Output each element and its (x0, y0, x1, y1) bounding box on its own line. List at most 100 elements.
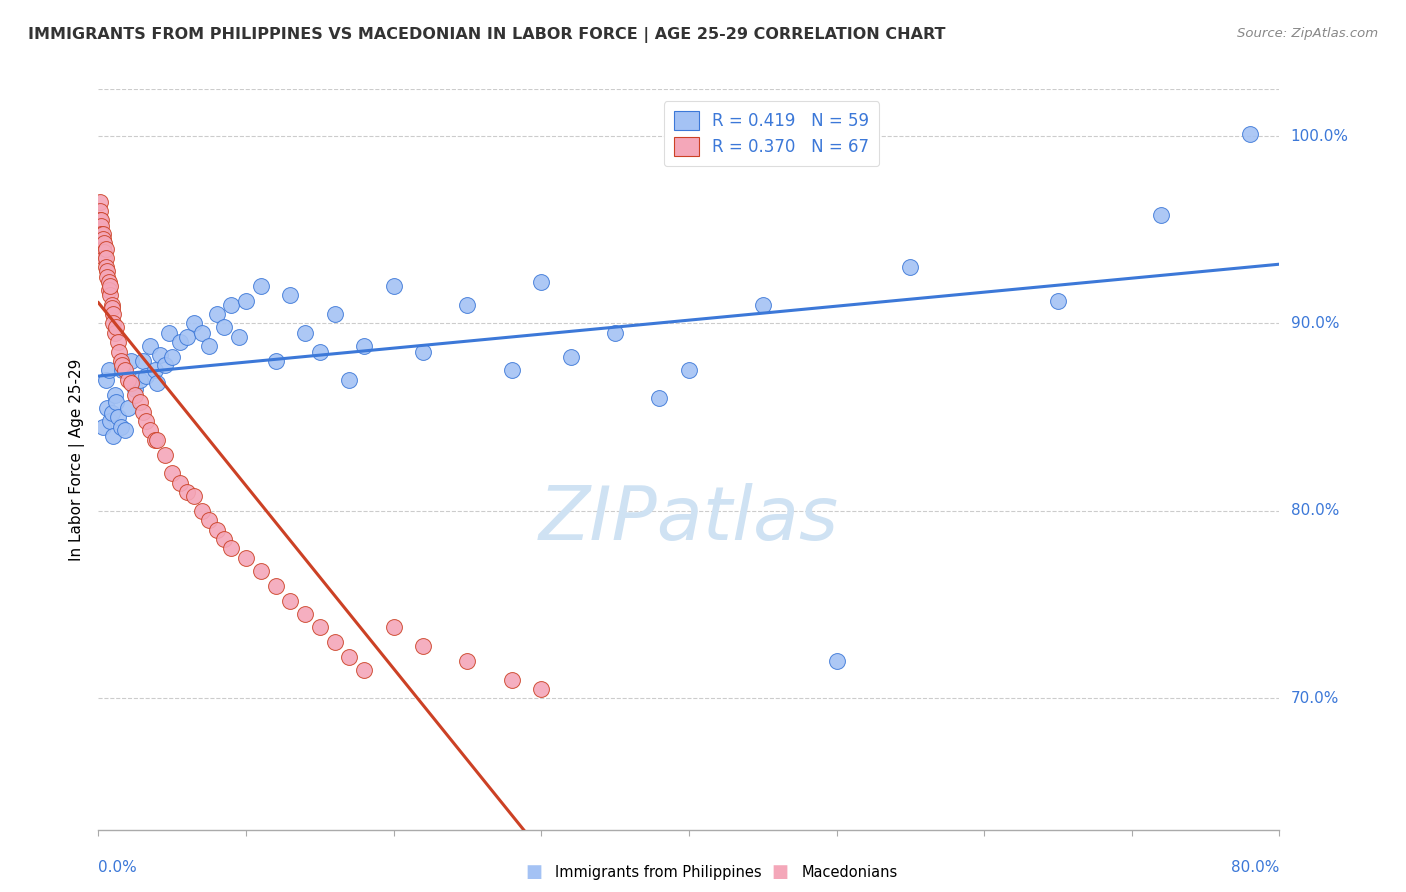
Point (162, 350, 183, 364)
Point (169, 335, 191, 350)
Point (323, 307, 346, 321)
Point (162, 467, 183, 481)
Point (1239, 127, 1261, 141)
Point (97, 363, 120, 377)
Point (412, 344, 434, 359)
Point (128, 373, 150, 387)
Point (752, 298, 775, 312)
Point (97, 283, 120, 297)
Point (176, 485, 198, 500)
Point (1046, 293, 1070, 308)
Point (353, 663, 375, 677)
Point (183, 317, 205, 331)
Text: 80.0%: 80.0% (1232, 860, 1279, 875)
Text: 80.0%: 80.0% (1291, 503, 1339, 518)
Point (120, 376, 142, 391)
Point (124, 388, 146, 402)
Point (124, 382, 146, 396)
Text: 70.0%: 70.0% (1291, 691, 1339, 706)
Point (146, 376, 169, 391)
Point (94, 260, 117, 275)
Point (98, 279, 121, 293)
Point (93, 245, 115, 260)
Point (235, 293, 257, 308)
Point (339, 373, 361, 387)
Point (103, 307, 125, 321)
Point (153, 358, 176, 372)
Point (100, 298, 122, 312)
Point (93, 251, 115, 265)
Point (89, 213, 111, 227)
Point (110, 419, 132, 434)
Point (250, 279, 273, 293)
Point (117, 373, 139, 387)
Point (212, 532, 235, 546)
Point (139, 339, 162, 353)
Point (169, 475, 191, 490)
Point (198, 339, 221, 353)
Point (457, 654, 479, 668)
Point (678, 363, 700, 377)
Point (605, 326, 627, 340)
Point (353, 339, 375, 353)
Point (1150, 208, 1173, 222)
Point (157, 326, 180, 340)
Point (96, 269, 118, 284)
Point (96, 264, 118, 278)
Point (107, 335, 129, 350)
Point (205, 307, 228, 321)
Point (900, 260, 922, 275)
Point (143, 433, 166, 447)
Text: Immigrants from Philippines: Immigrants from Philippines (555, 865, 762, 880)
Text: IMMIGRANTS FROM PHILIPPINES VS MACEDONIAN IN LABOR FORCE | AGE 25-29 CORRELATION: IMMIGRANTS FROM PHILIPPINES VS MACEDONIA… (28, 27, 946, 43)
Point (382, 620, 405, 634)
Point (294, 607, 316, 621)
Point (89, 194, 111, 209)
Point (104, 326, 127, 340)
Text: 100.0%: 100.0% (1291, 128, 1348, 144)
Point (143, 363, 166, 377)
Text: 90.0%: 90.0% (1291, 316, 1339, 331)
Point (90, 213, 112, 227)
Point (105, 395, 128, 409)
Point (105, 320, 128, 334)
Point (132, 354, 155, 368)
Point (198, 513, 221, 527)
Point (107, 410, 129, 425)
Point (648, 392, 671, 406)
Point (100, 407, 122, 421)
Point (139, 423, 162, 437)
Point (110, 354, 132, 368)
Point (100, 301, 122, 316)
Point (560, 350, 582, 364)
Point (235, 550, 257, 565)
Point (205, 523, 228, 537)
Point (90, 242, 112, 256)
Text: ■: ■ (772, 863, 789, 881)
Point (91, 232, 114, 246)
Point (90, 227, 112, 241)
Text: 0.0%: 0.0% (98, 860, 138, 875)
Point (94, 242, 117, 256)
Point (280, 594, 302, 608)
Point (212, 320, 235, 334)
Point (153, 448, 176, 462)
Point (382, 279, 405, 293)
Point (108, 344, 131, 359)
Point (111, 363, 134, 377)
Point (97, 275, 120, 289)
Point (191, 504, 214, 518)
Point (91, 242, 114, 256)
Point (91, 419, 114, 434)
Point (94, 251, 117, 265)
Legend: R = 0.419   N = 59, R = 0.370   N = 67: R = 0.419 N = 59, R = 0.370 N = 67 (664, 101, 879, 167)
Point (114, 363, 136, 377)
Point (146, 433, 169, 447)
Point (501, 673, 523, 687)
Point (457, 298, 479, 312)
Point (323, 635, 346, 649)
Text: Source: ZipAtlas.com: Source: ZipAtlas.com (1237, 27, 1378, 40)
Point (825, 654, 848, 668)
Point (135, 368, 157, 383)
Point (103, 317, 125, 331)
